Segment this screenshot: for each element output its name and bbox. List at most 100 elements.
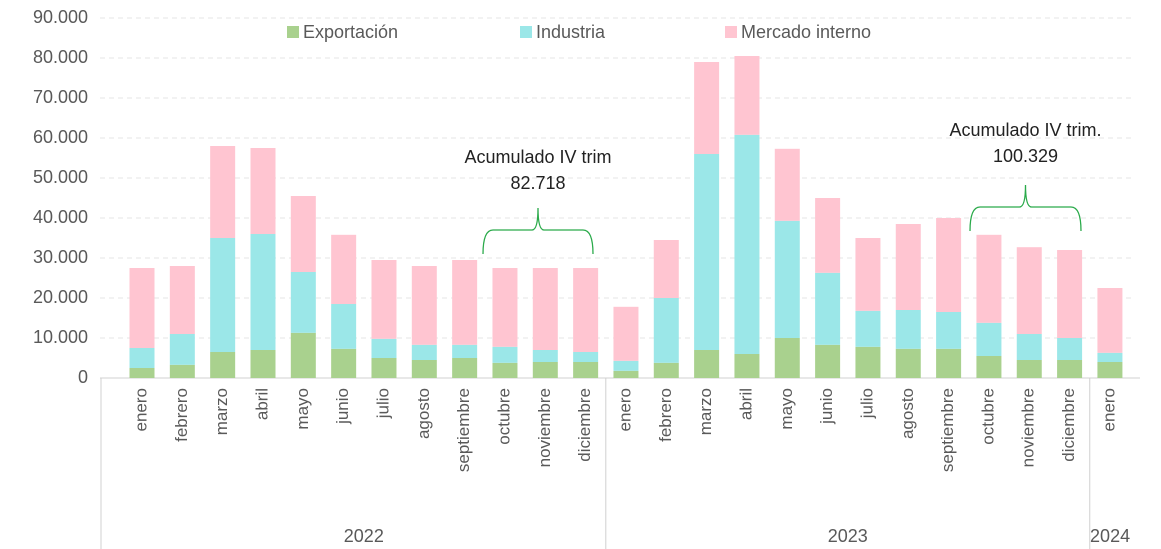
- x-tick-group: febrero: [656, 388, 675, 442]
- x-group-label: 2024: [1090, 526, 1130, 546]
- x-group-label: 2023: [828, 526, 868, 546]
- x-tick-group: abril: [252, 388, 271, 420]
- bar-segment: [815, 344, 841, 378]
- legend-label: Mercado interno: [741, 22, 871, 42]
- bar-segment: [532, 268, 558, 350]
- x-tick-label: octubre: [494, 388, 513, 445]
- x-tick-label: febrero: [656, 388, 675, 442]
- x-tick-group: marzo: [212, 388, 231, 435]
- bar-segment: [1097, 352, 1123, 362]
- legend-label: Industria: [536, 22, 606, 42]
- x-tick-label: abril: [736, 388, 755, 420]
- bar-segment: [129, 268, 155, 348]
- y-tick-label: 10.000: [33, 327, 88, 347]
- bar-segment: [976, 322, 1002, 356]
- x-tick-group: noviembre: [535, 388, 554, 467]
- bar-segment: [613, 370, 639, 378]
- y-tick-label: 20.000: [33, 287, 88, 307]
- bar-segment: [331, 304, 357, 349]
- legend-swatch: [725, 26, 737, 38]
- bar-segment: [1097, 288, 1123, 353]
- bar-segment: [290, 196, 316, 272]
- bar-segment: [694, 62, 720, 154]
- x-tick-group: diciembre: [1059, 388, 1078, 462]
- bar-segment: [976, 356, 1002, 378]
- x-tick-label: marzo: [212, 388, 231, 435]
- y-tick-label: 40.000: [33, 207, 88, 227]
- x-tick-label: mayo: [293, 388, 312, 430]
- bar-segment: [694, 154, 720, 350]
- bar-segment: [290, 332, 316, 378]
- y-tick-label: 50.000: [33, 167, 88, 187]
- bar-segment: [169, 364, 195, 378]
- annotation-text: 100.329: [993, 146, 1058, 166]
- bar-segment: [653, 298, 679, 363]
- bar-segment: [734, 134, 760, 354]
- x-tick-label: febrero: [172, 388, 191, 442]
- bar-segment: [774, 220, 800, 338]
- x-tick-label: septiembre: [454, 388, 473, 472]
- bar-segment: [169, 266, 195, 334]
- x-tick-group: octubre: [978, 388, 997, 445]
- bar-segment: [452, 358, 478, 378]
- bar-segment: [855, 310, 881, 347]
- bar-segment: [452, 260, 478, 345]
- bar-segment: [1016, 247, 1042, 334]
- bar-segment: [1057, 250, 1083, 338]
- x-group-label: 2022: [344, 526, 384, 546]
- bar-segment: [250, 148, 276, 234]
- x-tick-group: octubre: [494, 388, 513, 445]
- bar-segment: [371, 338, 397, 358]
- bar-segment: [532, 362, 558, 378]
- bar-segment: [1057, 360, 1083, 378]
- x-tick-label: enero: [131, 388, 150, 431]
- annotation-text: 82.718: [510, 173, 565, 193]
- bar-segment: [1016, 334, 1042, 360]
- x-tick-group: septiembre: [938, 388, 957, 472]
- x-tick-label: marzo: [696, 388, 715, 435]
- x-tick-group: julio: [373, 388, 392, 419]
- bar-segment: [210, 238, 236, 352]
- x-tick-group: enero: [1099, 388, 1118, 431]
- bar-segment: [855, 346, 881, 378]
- bar-segment: [532, 350, 558, 362]
- bar-segment: [653, 240, 679, 298]
- bar-segment: [492, 346, 518, 363]
- x-tick-label: noviembre: [1019, 388, 1038, 467]
- bar-segment: [895, 224, 921, 310]
- x-tick-group: diciembre: [575, 388, 594, 462]
- x-tick-label: abril: [252, 388, 271, 420]
- bar-segment: [169, 334, 195, 365]
- x-tick-group: enero: [615, 388, 634, 431]
- x-tick-label: mayo: [777, 388, 796, 430]
- bar-segment: [653, 362, 679, 378]
- bar-segment: [815, 198, 841, 273]
- bar-segment: [411, 266, 437, 345]
- x-tick-group: agosto: [414, 388, 433, 439]
- bar-segment: [895, 310, 921, 349]
- bar-segment: [855, 238, 881, 311]
- bar-segment: [976, 234, 1002, 323]
- bar-segment: [734, 354, 760, 378]
- x-tick-group: febrero: [172, 388, 191, 442]
- bar-segment: [936, 348, 962, 378]
- x-tick-label: septiembre: [938, 388, 957, 472]
- bar-segment: [774, 148, 800, 221]
- legend-swatch: [520, 26, 532, 38]
- y-tick-label: 80.000: [33, 47, 88, 67]
- y-tick-label: 70.000: [33, 87, 88, 107]
- bar-segment: [210, 146, 236, 238]
- x-tick-group: mayo: [293, 388, 312, 430]
- x-tick-label: julio: [857, 388, 876, 419]
- bar-segment: [1097, 362, 1123, 378]
- bar-segment: [331, 348, 357, 378]
- bar-segment: [573, 352, 599, 362]
- bar-segment: [1057, 338, 1083, 360]
- bar-segment: [573, 362, 599, 378]
- bar-segment: [250, 234, 276, 350]
- x-tick-label: noviembre: [535, 388, 554, 467]
- legend-label: Exportación: [303, 22, 398, 42]
- bar-segment: [613, 306, 639, 361]
- bar-segment: [331, 234, 357, 304]
